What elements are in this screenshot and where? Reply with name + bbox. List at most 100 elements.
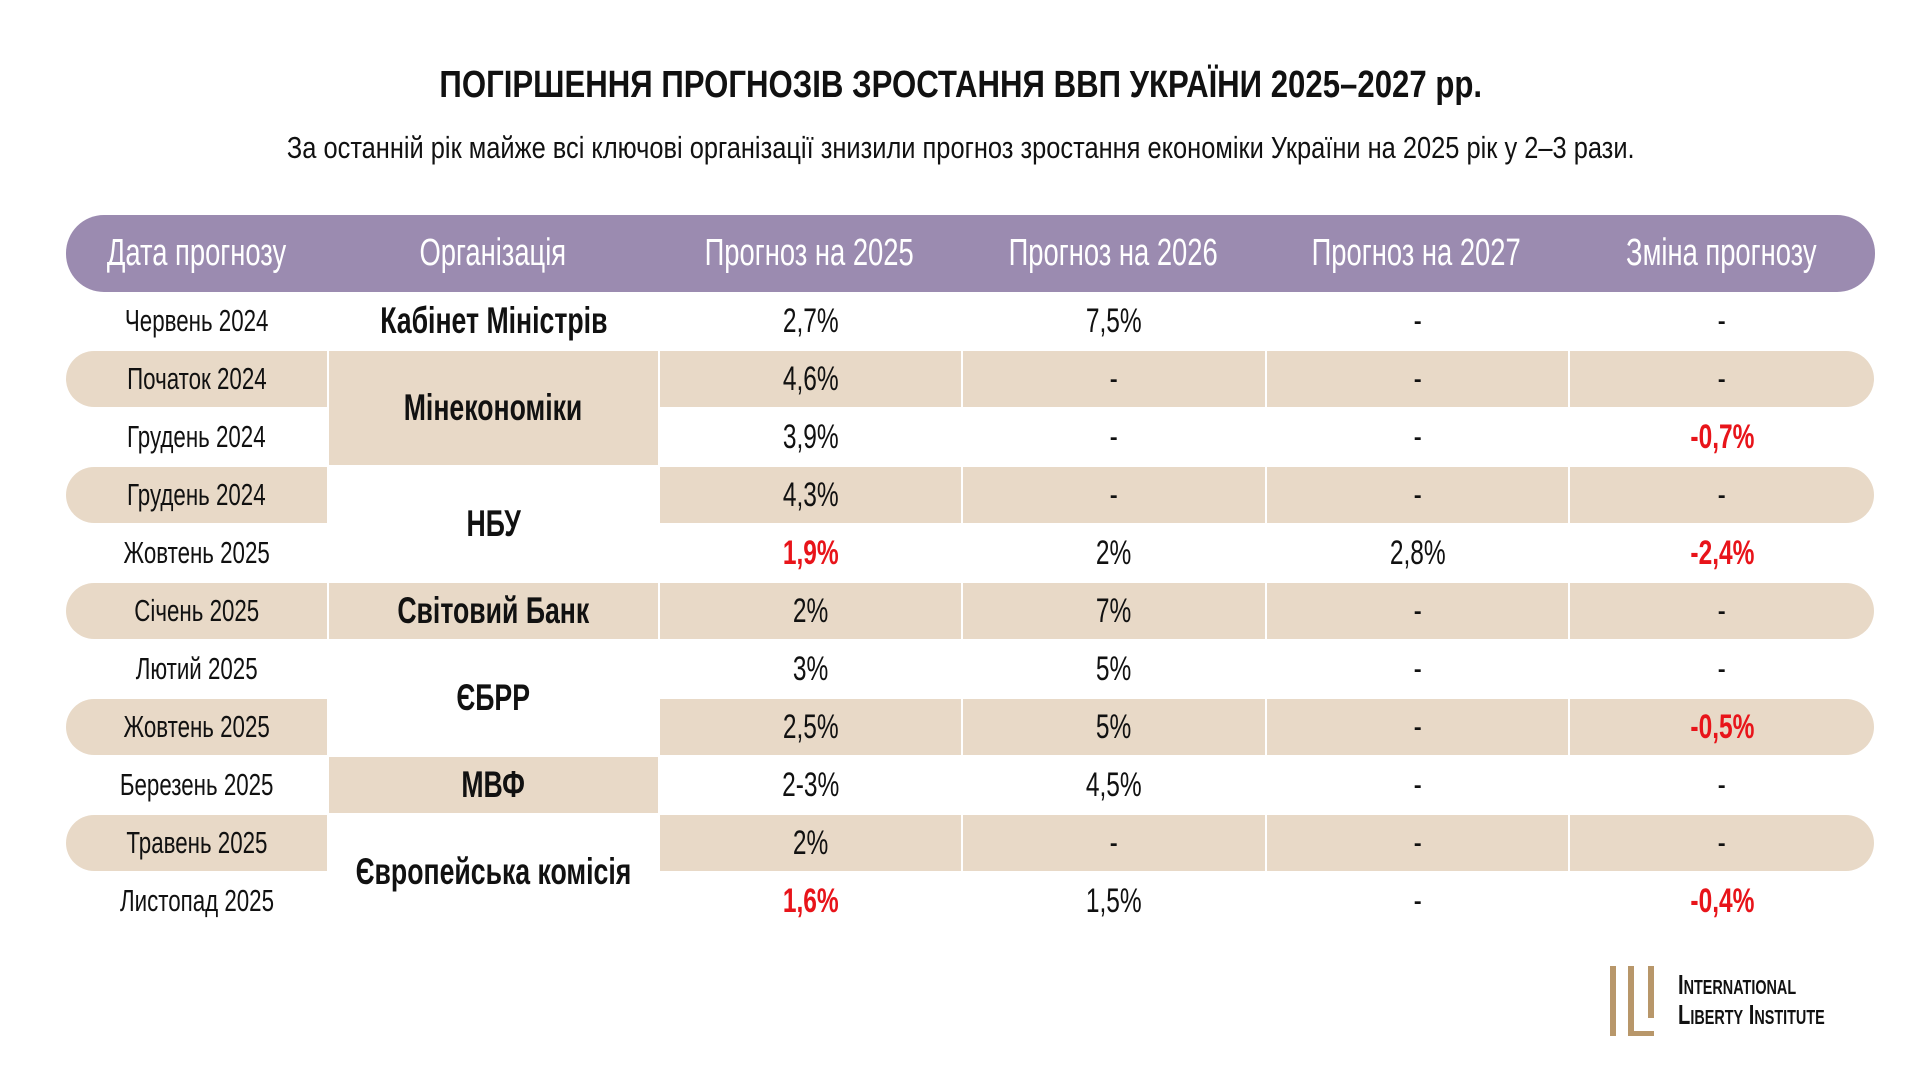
cell-forecast-2025: 2% <box>660 583 961 639</box>
logo: International Liberty Institute <box>1608 962 1868 1038</box>
cell-forecast-2025-text: 1,6% <box>782 881 839 920</box>
cell-forecast-2027: - <box>1267 467 1568 523</box>
cell-forecast-2027: - <box>1267 409 1568 465</box>
cell-forecast-change: - <box>1570 293 1874 349</box>
cell-date: Лютий 2025 <box>66 641 327 697</box>
cell-organization-text: Європейська комісія <box>355 851 632 892</box>
cell-forecast-2025: 3,9% <box>660 409 961 465</box>
cell-forecast-2026-text: - <box>1109 475 1119 514</box>
cell-date-text: Червень 2024 <box>124 303 269 338</box>
cell-date-text: Жовтень 2025 <box>123 535 270 570</box>
cell-forecast-2027-text: - <box>1413 475 1422 514</box>
cell-forecast-2027-text: - <box>1413 881 1422 920</box>
header-organization: Організація <box>419 232 566 274</box>
cell-forecast-change: - <box>1570 467 1874 523</box>
cell-forecast-change-text: -2,4% <box>1690 533 1754 572</box>
cell-forecast-change-text: - <box>1717 649 1727 688</box>
cell-organization-text: НБУ <box>466 503 521 544</box>
cell-forecast-2025-text: 2-3% <box>781 765 840 804</box>
cell-forecast-2027: - <box>1267 641 1568 697</box>
cell-organization-text: Мінекономіки <box>404 387 583 428</box>
cell-forecast-2026: 5% <box>963 699 1265 755</box>
cell-organization: ЄБРР <box>329 641 658 755</box>
cell-forecast-change: -2,4% <box>1570 525 1874 581</box>
cell-forecast-change-text: - <box>1717 591 1727 630</box>
cell-forecast-2025-text: 2% <box>792 823 829 862</box>
cell-forecast-2027: - <box>1267 583 1568 639</box>
cell-forecast-change: - <box>1570 351 1874 407</box>
cell-forecast-2025-text: 4,6% <box>782 359 839 398</box>
cell-date: Березень 2025 <box>66 757 327 813</box>
cell-forecast-2025: 2% <box>660 815 961 871</box>
cell-date-text: Травень 2025 <box>125 825 268 860</box>
cell-organization: НБУ <box>329 467 658 581</box>
cell-forecast-change: - <box>1570 583 1874 639</box>
cell-forecast-2026: 7% <box>963 583 1265 639</box>
cell-forecast-2027: - <box>1267 873 1568 929</box>
cell-forecast-2026: 2% <box>963 525 1265 581</box>
cell-forecast-2027: - <box>1267 351 1568 407</box>
cell-forecast-2025: 2,5% <box>660 699 961 755</box>
cell-forecast-2025-text: 2,5% <box>782 707 839 746</box>
cell-forecast-2025-text: 4,3% <box>782 475 839 514</box>
cell-forecast-change: -0,7% <box>1570 409 1874 465</box>
cell-forecast-2026-text: 5% <box>1096 649 1132 688</box>
cell-forecast-2025: 4,6% <box>660 351 961 407</box>
cell-forecast-change-text: - <box>1717 765 1727 804</box>
cell-forecast-2026: 5% <box>963 641 1265 697</box>
cell-forecast-change-text: -0,4% <box>1690 881 1754 920</box>
cell-date-text: Лютий 2025 <box>135 651 258 686</box>
cell-forecast-2027-text: - <box>1413 823 1422 862</box>
cell-forecast-2025-text: 2,7% <box>782 301 839 340</box>
cell-forecast-2026: - <box>963 467 1265 523</box>
cell-date-text: Жовтень 2025 <box>123 709 270 744</box>
cell-forecast-2025: 1,6% <box>660 873 961 929</box>
cell-forecast-2027-text: - <box>1413 591 1422 630</box>
cell-date: Грудень 2024 <box>66 467 327 523</box>
logo-mark-icon <box>1610 966 1654 1036</box>
cell-forecast-2026-text: - <box>1109 359 1119 398</box>
cell-date: Жовтень 2025 <box>66 525 327 581</box>
cell-forecast-2027: - <box>1267 699 1568 755</box>
cell-forecast-2026-text: 7% <box>1096 591 1132 630</box>
cell-organization: Світовий Банк <box>329 583 658 639</box>
cell-date-text: Листопад 2025 <box>119 883 274 918</box>
cell-organization-text: МВФ <box>461 764 526 805</box>
cell-date: Грудень 2024 <box>66 409 327 465</box>
cell-forecast-2026-text: - <box>1109 823 1119 862</box>
cell-date-text: Січень 2025 <box>134 593 259 628</box>
cell-forecast-2026-text: 1,5% <box>1086 881 1142 920</box>
cell-forecast-change-text: -0,7% <box>1690 417 1754 456</box>
cell-forecast-change: -0,5% <box>1570 699 1874 755</box>
cell-forecast-2025-text: 2% <box>792 591 829 630</box>
forecast-table: Червень 2024 2,7% 7,5% - - Початок 2024 4,6% - -… <box>66 293 1875 929</box>
cell-forecast-change-text: - <box>1717 301 1727 340</box>
cell-forecast-2027-text: - <box>1413 359 1422 398</box>
cell-forecast-2027-text: 2,8% <box>1389 533 1446 572</box>
cell-forecast-2027: - <box>1267 293 1568 349</box>
cell-date: Червень 2024 <box>66 293 327 349</box>
cell-date: Початок 2024 <box>66 351 327 407</box>
header-forecast-2026: Прогноз на 2026 <box>1008 232 1218 274</box>
cell-forecast-2026: - <box>963 351 1265 407</box>
cell-forecast-2027: - <box>1267 757 1568 813</box>
cell-forecast-2025: 3% <box>660 641 961 697</box>
cell-organization: Мінекономіки <box>329 351 658 465</box>
cell-organization: Європейська комісія <box>329 815 658 929</box>
cell-organization: МВФ <box>329 757 658 813</box>
cell-date-text: Грудень 2024 <box>127 477 266 512</box>
cell-forecast-change: - <box>1570 757 1874 813</box>
cell-forecast-change-text: - <box>1717 359 1727 398</box>
cell-date: Листопад 2025 <box>66 873 327 929</box>
cell-date: Січень 2025 <box>66 583 327 639</box>
cell-forecast-2026-text: - <box>1109 417 1119 456</box>
cell-forecast-2025-text: 3% <box>792 649 829 688</box>
cell-forecast-2027-text: - <box>1413 765 1422 804</box>
cell-forecast-2025-text: 1,9% <box>782 533 839 572</box>
cell-date: Травень 2025 <box>66 815 327 871</box>
cell-forecast-2025-text: 3,9% <box>782 417 839 456</box>
cell-forecast-change: -0,4% <box>1570 873 1874 929</box>
cell-forecast-2027: 2,8% <box>1267 525 1568 581</box>
cell-forecast-2026-text: 5% <box>1096 707 1132 746</box>
cell-forecast-2026-text: 2% <box>1096 533 1132 572</box>
